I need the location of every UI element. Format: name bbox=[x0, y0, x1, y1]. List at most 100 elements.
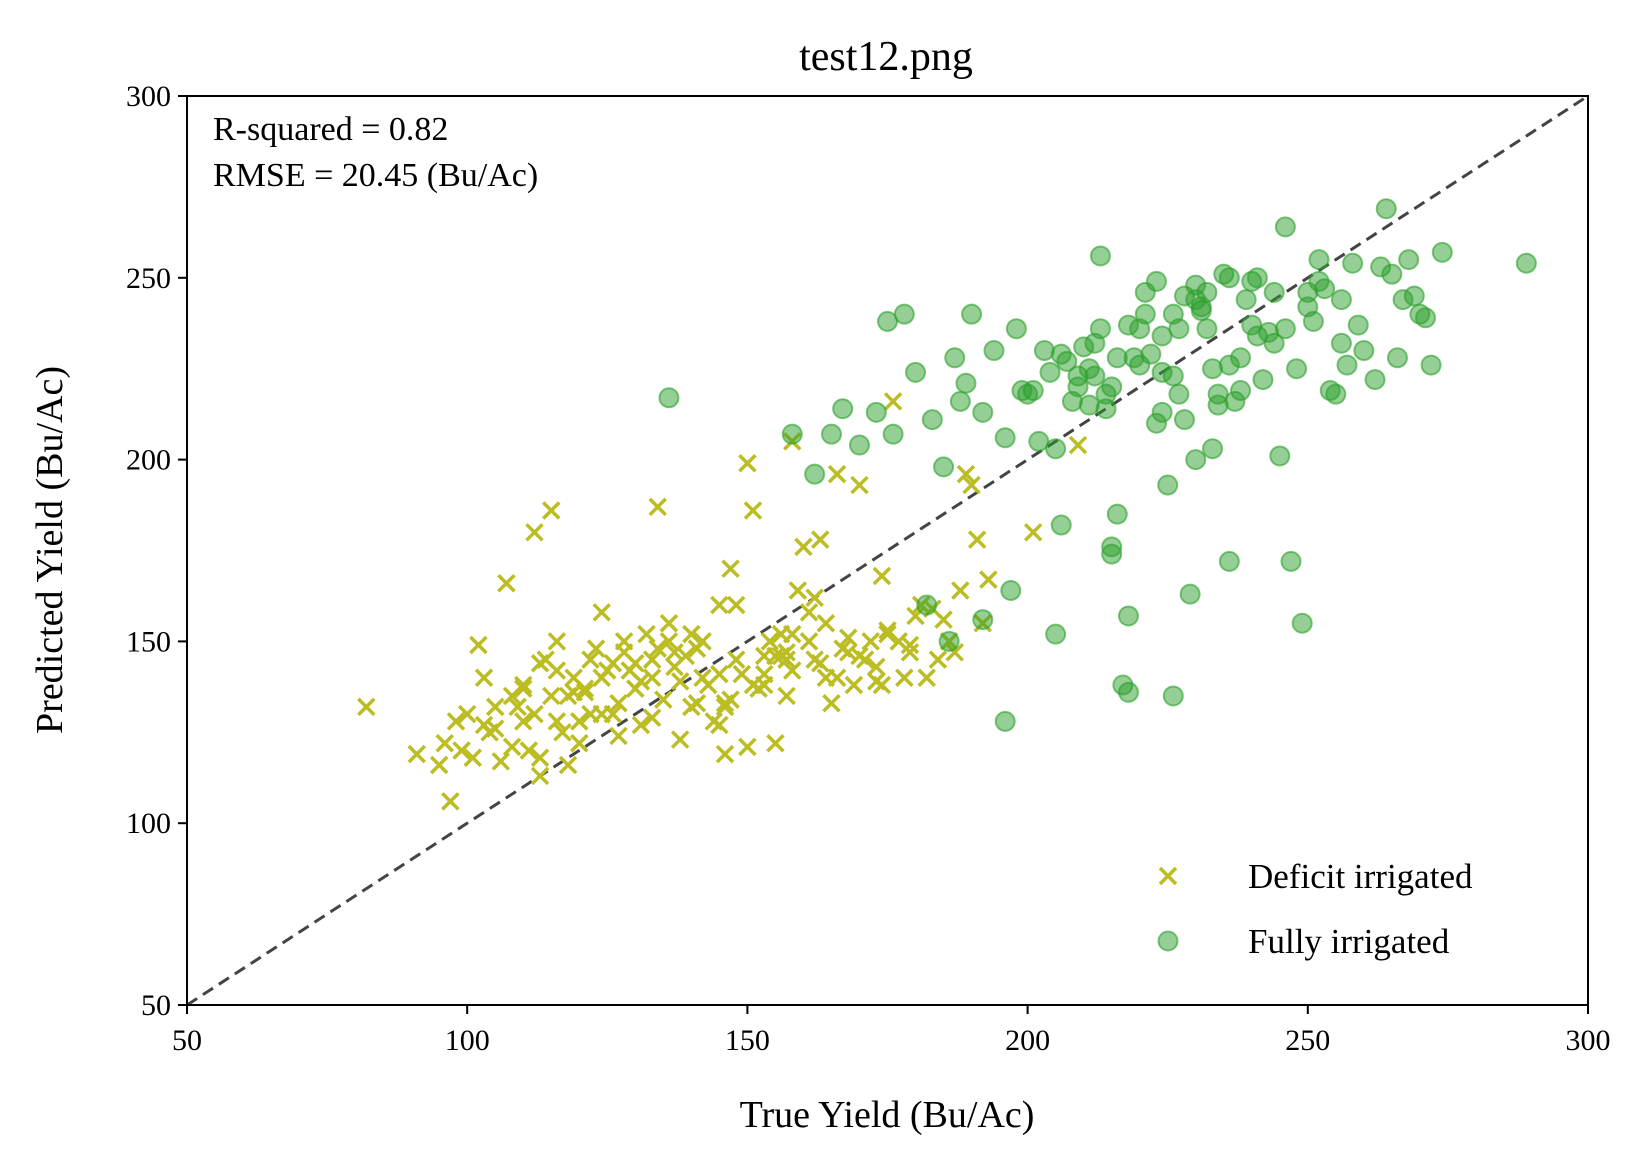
fully-point bbox=[1050, 514, 1072, 536]
legend-marker-deficit bbox=[1158, 866, 1178, 886]
deficit-point bbox=[429, 755, 449, 775]
deficit-point bbox=[648, 639, 667, 658]
deficit-point bbox=[570, 733, 589, 753]
deficit-point bbox=[794, 537, 813, 557]
deficit-point bbox=[474, 668, 494, 687]
deficit-point bbox=[474, 715, 494, 735]
deficit-point bbox=[811, 653, 830, 673]
deficit-point bbox=[547, 712, 567, 731]
deficit-point bbox=[799, 603, 819, 622]
fully-point bbox=[1235, 289, 1257, 311]
x-tick-label: 250 bbox=[1285, 1024, 1330, 1057]
fully-point bbox=[1386, 347, 1408, 369]
deficit-point bbox=[693, 632, 712, 651]
deficit-point bbox=[782, 624, 802, 644]
deficit-point bbox=[407, 744, 427, 764]
deficit-point bbox=[839, 628, 858, 648]
fully-point bbox=[933, 456, 955, 478]
y-tick-label: 100 bbox=[126, 807, 171, 840]
deficit-point bbox=[514, 675, 533, 695]
fully-point bbox=[1280, 550, 1302, 572]
fully-point bbox=[1286, 358, 1308, 380]
fully-point bbox=[865, 401, 887, 423]
deficit-point bbox=[900, 643, 920, 662]
deficit-point bbox=[766, 733, 785, 753]
deficit-point bbox=[867, 672, 886, 691]
fully-point bbox=[1000, 579, 1022, 601]
fully-point bbox=[1089, 245, 1111, 267]
fully-point bbox=[1157, 474, 1179, 496]
fully-point bbox=[1190, 300, 1212, 322]
fully-point bbox=[1515, 252, 1537, 274]
fully-point bbox=[1353, 340, 1375, 362]
fully-point bbox=[832, 398, 854, 420]
x-tick-label: 100 bbox=[445, 1024, 490, 1057]
fully-point bbox=[983, 340, 1005, 362]
fully-point bbox=[1073, 336, 1095, 358]
deficit-point bbox=[850, 475, 869, 495]
fully-point bbox=[1050, 343, 1072, 365]
deficit-point bbox=[665, 657, 684, 677]
fully-point bbox=[1185, 449, 1207, 471]
deficit-point bbox=[485, 697, 505, 717]
deficit-point bbox=[715, 744, 735, 764]
legend-label-fully: Fully irrigated bbox=[1248, 922, 1450, 961]
fully-point bbox=[994, 710, 1016, 732]
deficit-point bbox=[626, 679, 645, 698]
deficit-point bbox=[788, 581, 808, 600]
deficit-point bbox=[519, 741, 539, 760]
deficit-point bbox=[497, 573, 516, 593]
fully-point bbox=[1129, 318, 1151, 340]
deficit-point bbox=[609, 726, 628, 746]
deficit-point bbox=[962, 475, 981, 495]
deficit-point bbox=[642, 668, 662, 687]
deficit-point bbox=[525, 704, 544, 724]
deficit-point bbox=[726, 595, 746, 615]
deficit-point bbox=[833, 639, 852, 658]
deficit-point bbox=[670, 730, 690, 749]
fully-point bbox=[1005, 318, 1027, 340]
fully-point bbox=[1218, 550, 1240, 572]
deficit-point bbox=[979, 570, 998, 589]
deficit-point bbox=[967, 530, 987, 549]
deficit-point bbox=[726, 650, 746, 669]
deficit-point bbox=[883, 392, 903, 411]
fully-point bbox=[1106, 503, 1128, 525]
deficit-point bbox=[850, 646, 869, 666]
fully-point bbox=[893, 303, 915, 325]
fully-point bbox=[1308, 270, 1330, 292]
fully-point bbox=[1347, 314, 1369, 336]
deficit-point bbox=[558, 755, 578, 775]
deficit-point bbox=[586, 639, 606, 658]
deficit-point bbox=[710, 715, 729, 735]
fully-point bbox=[1207, 394, 1229, 416]
deficit-point bbox=[710, 595, 729, 615]
fully-point bbox=[882, 423, 904, 445]
reference-line bbox=[186, 94, 1589, 1007]
deficit-point bbox=[827, 464, 847, 484]
deficit-point bbox=[895, 668, 914, 687]
deficit-point bbox=[805, 588, 824, 608]
reference-layer bbox=[186, 94, 1589, 1007]
fully-point bbox=[1246, 325, 1268, 347]
fully-point bbox=[1039, 361, 1061, 383]
fully-point bbox=[1140, 343, 1162, 365]
fully-point bbox=[1330, 289, 1352, 311]
fully-point bbox=[1162, 685, 1184, 707]
deficit-point bbox=[452, 741, 471, 760]
fully-point bbox=[905, 361, 927, 383]
x-tick-label: 300 bbox=[1566, 1024, 1611, 1057]
deficit-point bbox=[435, 733, 455, 753]
deficit-point bbox=[463, 748, 483, 767]
deficit-point bbox=[514, 712, 533, 731]
deficit-point bbox=[951, 581, 970, 600]
deficit-point bbox=[861, 632, 880, 651]
fully-point bbox=[1151, 401, 1173, 423]
fully-point bbox=[1213, 263, 1235, 285]
rmse-annotation: RMSE = 20.45 (Bu/Ac) bbox=[213, 157, 538, 194]
r-squared-annotation: R-squared = 0.82 bbox=[213, 111, 448, 148]
deficit-point bbox=[547, 661, 567, 680]
deficit-point bbox=[542, 501, 561, 520]
fully-point bbox=[1241, 270, 1263, 292]
deficit-point bbox=[811, 530, 830, 549]
